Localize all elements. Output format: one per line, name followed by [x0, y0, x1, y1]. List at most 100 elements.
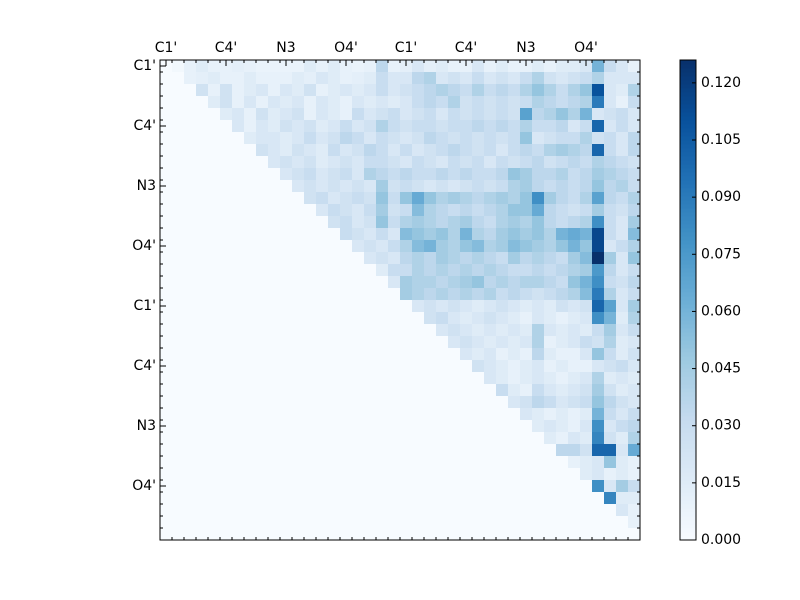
heatmap-cell: [604, 168, 617, 181]
heatmap-cell: [352, 312, 365, 325]
heatmap-cell: [496, 372, 509, 385]
heatmap-cell: [628, 348, 641, 361]
heatmap-cell: [268, 228, 281, 241]
heatmap-cell: [256, 276, 269, 289]
heatmap-cell: [580, 180, 593, 193]
heatmap-cell: [556, 96, 569, 109]
heatmap-cell: [580, 504, 593, 517]
heatmap-cell: [508, 336, 521, 349]
heatmap-cell: [268, 444, 281, 457]
colorbar-segment: [680, 72, 696, 77]
heatmap-cell: [580, 288, 593, 301]
heatmap-cell: [580, 264, 593, 277]
heatmap-cell: [280, 468, 293, 481]
colorbar-segment: [680, 532, 696, 537]
heatmap-cell: [316, 336, 329, 349]
x-tick-label: C1': [395, 40, 418, 56]
heatmap-cell: [532, 192, 545, 205]
heatmap-cell: [592, 264, 605, 277]
heatmap-cell: [244, 168, 257, 181]
heatmap-cell: [424, 120, 437, 133]
heatmap-cell: [580, 300, 593, 313]
heatmap-cell: [184, 480, 197, 493]
heatmap-cell: [316, 324, 329, 337]
heatmap-cell: [208, 264, 221, 277]
heatmap-cell: [508, 216, 521, 229]
heatmap-cell: [328, 528, 341, 541]
heatmap-cell: [460, 396, 473, 409]
heatmap-cell: [352, 444, 365, 457]
heatmap-cell: [292, 252, 305, 265]
heatmap-cell: [220, 336, 233, 349]
heatmap-cell: [508, 312, 521, 325]
x-tick-label: C4': [215, 40, 238, 56]
heatmap-cell: [352, 72, 365, 85]
heatmap-cell: [208, 108, 221, 121]
heatmap-cell: [580, 432, 593, 445]
heatmap-cell: [184, 432, 197, 445]
heatmap-cell: [220, 108, 233, 121]
heatmap-cell: [472, 144, 485, 157]
heatmap-cell: [196, 468, 209, 481]
heatmap-cell: [520, 168, 533, 181]
heatmap-cell: [388, 432, 401, 445]
heatmap-cell: [472, 156, 485, 169]
heatmap-cell: [628, 120, 641, 133]
heatmap-cell: [220, 132, 233, 145]
heatmap-cell: [436, 456, 449, 469]
heatmap-cell: [604, 360, 617, 373]
heatmap-cell: [220, 480, 233, 493]
heatmap-cell: [376, 276, 389, 289]
heatmap-cell: [424, 348, 437, 361]
heatmap-cell: [472, 72, 485, 85]
heatmap-cell: [160, 276, 173, 289]
heatmap-cell: [292, 288, 305, 301]
heatmap-cell: [256, 144, 269, 157]
heatmap-cell: [304, 348, 317, 361]
colorbar-tick-label: 0.120: [701, 75, 741, 91]
heatmap-cell: [184, 84, 197, 97]
heatmap-cell: [280, 288, 293, 301]
heatmap-cell: [400, 204, 413, 217]
heatmap-cell: [568, 276, 581, 289]
heatmap-cell: [172, 480, 185, 493]
colorbar-segment: [680, 320, 696, 325]
heatmap-cell: [208, 420, 221, 433]
heatmap-cell: [544, 456, 557, 469]
heatmap-cell: [340, 480, 353, 493]
heatmap-cell: [496, 144, 509, 157]
heatmap-cell: [508, 252, 521, 265]
heatmap-cell: [292, 516, 305, 529]
heatmap-cell: [304, 168, 317, 181]
heatmap-cell: [424, 480, 437, 493]
heatmap-cell: [220, 384, 233, 397]
heatmap-cell: [472, 312, 485, 325]
heatmap-cell: [232, 348, 245, 361]
heatmap-cell: [568, 84, 581, 97]
heatmap-cell: [316, 216, 329, 229]
heatmap-cell: [604, 264, 617, 277]
heatmap-cell: [544, 504, 557, 517]
heatmap-cell: [280, 180, 293, 193]
heatmap-cell: [220, 456, 233, 469]
heatmap-cell: [292, 468, 305, 481]
heatmap-cell: [448, 192, 461, 205]
heatmap-cell: [244, 492, 257, 505]
heatmap-cell: [628, 168, 641, 181]
heatmap-cell: [352, 324, 365, 337]
heatmap-cell: [280, 204, 293, 217]
heatmap-cell: [412, 384, 425, 397]
colorbar-segment: [680, 500, 696, 505]
heatmap-cell: [400, 216, 413, 229]
heatmap-cell: [412, 228, 425, 241]
heatmap-cell: [448, 372, 461, 385]
heatmap-cell: [388, 108, 401, 121]
heatmap-cell: [316, 108, 329, 121]
colorbar-segment: [680, 268, 696, 273]
heatmap-cell: [304, 384, 317, 397]
heatmap-cell: [508, 192, 521, 205]
heatmap-cell: [448, 60, 461, 73]
heatmap-cell: [568, 312, 581, 325]
heatmap-cell: [508, 384, 521, 397]
heatmap-cell: [268, 384, 281, 397]
